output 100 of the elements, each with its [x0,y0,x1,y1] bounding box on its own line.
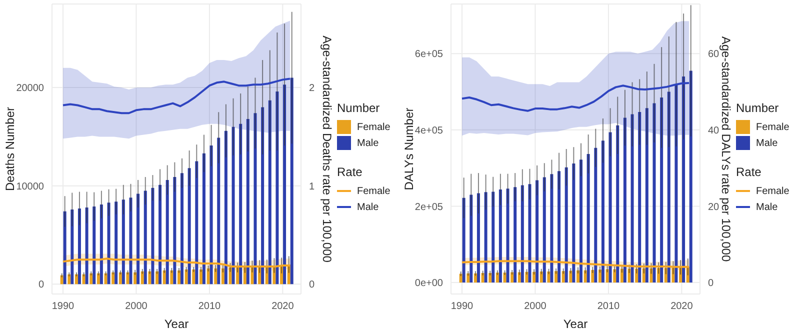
text: Rate [337,165,362,179]
bar [170,270,174,284]
bar [616,125,620,283]
bar [261,107,264,284]
bar [195,161,198,284]
bar [481,273,484,283]
bar [591,270,594,283]
bar [601,140,604,283]
bar [642,268,646,283]
bar [620,268,624,283]
bar [158,184,162,284]
bar [562,271,565,283]
bar [470,194,473,283]
text: Number [337,101,380,115]
bar [217,138,220,284]
x-tick-label: 2000 [524,301,547,312]
bar [90,273,93,284]
x-axis-title: Year [164,317,189,330]
x-axis-title: Year [563,317,588,330]
bar [85,207,88,284]
legend-label: Male [357,202,379,212]
bar [686,266,690,283]
bar [635,268,638,283]
y-tick-label: 0 [38,280,44,291]
bar [96,273,100,284]
bar [525,272,528,283]
x-tick-label: 2010 [597,301,620,312]
bar [202,153,206,284]
text: Number [736,101,779,115]
bar [250,266,254,284]
bar [129,198,132,284]
bar [488,273,492,283]
bar [144,190,147,284]
legend-label: Female [756,122,790,132]
bar [532,272,536,283]
x-tick-label: 2010 [198,301,222,312]
bar [136,194,140,284]
y-axis-title: Deaths Number [3,106,17,192]
bar [148,271,152,284]
bar [236,267,240,284]
bar [660,97,664,283]
bar [276,91,279,284]
legend-label: Male [357,138,379,148]
bar [100,204,103,284]
bar [104,273,108,284]
bar [667,92,670,283]
bar [664,268,668,283]
bar [496,272,499,283]
x-tick-label: 2020 [670,301,694,312]
bar [608,132,612,283]
bar [650,268,653,283]
y-tick-label: 2e+05 [414,202,444,213]
bar [528,184,532,283]
y2-tick-label: 0 [708,278,714,290]
x-tick-label: 2020 [272,301,294,312]
bar [459,274,462,283]
legend-label: Female [756,186,790,196]
bar [584,270,587,283]
x-tick-label: 2000 [125,301,148,312]
line-series [62,78,292,114]
bar [290,78,294,284]
y-tick-label: 6e+05 [414,49,444,60]
bar [192,269,196,284]
bar [70,209,74,284]
bar [564,167,568,283]
bar [60,275,64,284]
bar [645,108,648,283]
bar [558,171,561,283]
bar [78,208,81,284]
bar [140,271,144,284]
bar [514,187,517,283]
y-axis-title: DALYs Number [402,108,416,190]
bar [156,271,159,284]
bar [134,272,137,284]
bar [114,202,118,284]
bar [268,100,272,284]
bar [265,266,268,284]
bar [572,164,576,283]
line-series [62,258,292,268]
bar [68,274,71,284]
bar [613,269,616,283]
bar [228,267,232,284]
bar [232,126,235,284]
bar [107,202,110,284]
x-tick-label: 1990 [52,301,75,312]
bar [173,177,176,284]
bar [63,211,66,284]
bar [92,206,96,284]
bar [206,268,210,284]
bar [652,103,656,283]
y-tick-label: 10000 [16,181,44,192]
y2-tick-label: 20 [708,202,720,213]
y2-tick-label: 40 [708,125,720,136]
bar [280,265,284,284]
bar [188,168,191,284]
bar [594,148,598,283]
y-tick-label: 0e+00 [414,278,444,290]
bar [503,272,506,283]
bar [498,189,502,283]
bar [283,84,286,284]
